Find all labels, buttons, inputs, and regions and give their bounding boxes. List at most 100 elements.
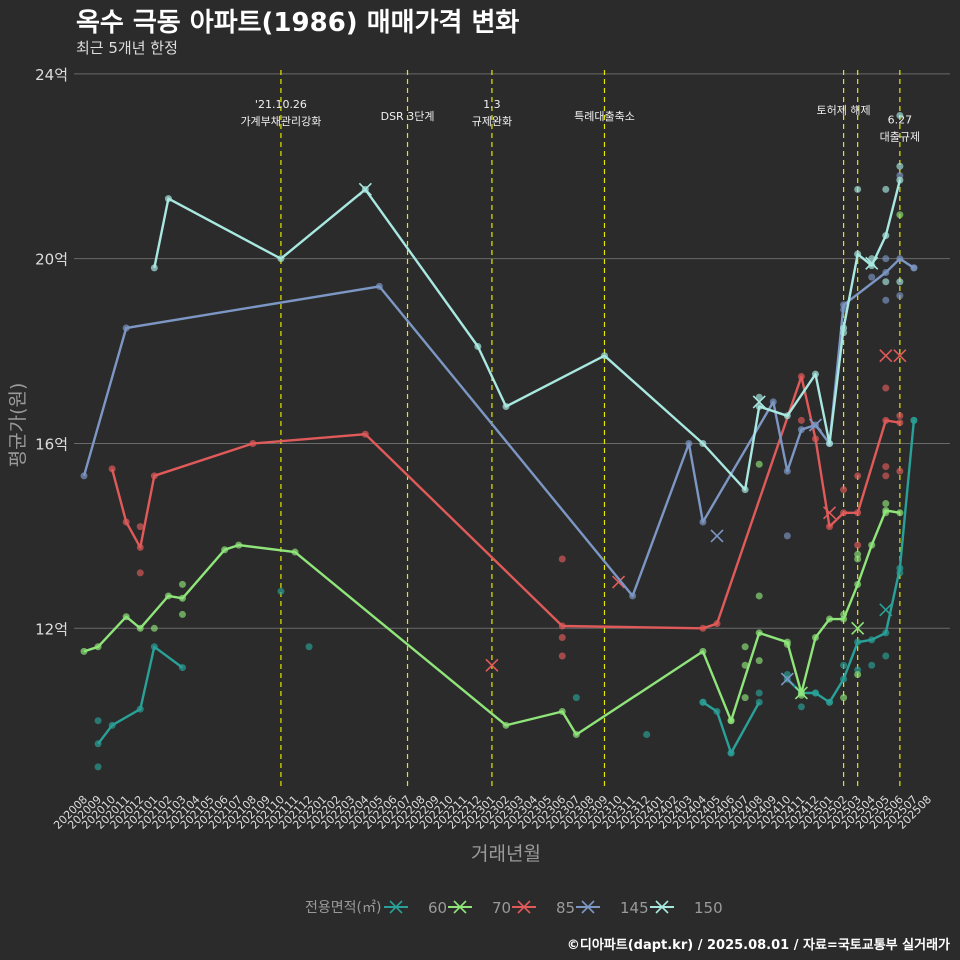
grid-lines — [74, 73, 950, 629]
data-point-70 — [755, 657, 763, 665]
event-label: 규제완화 — [472, 115, 512, 128]
data-point-70 — [882, 509, 890, 517]
data-point-145 — [840, 305, 848, 313]
data-point-145 — [80, 472, 88, 480]
data-point-70 — [502, 721, 510, 729]
series-line-60 — [97, 645, 184, 745]
event-label: 6.27 — [888, 114, 913, 127]
data-point-150 — [811, 370, 819, 378]
data-point-150 — [840, 329, 848, 337]
legend-key-cross — [453, 900, 467, 914]
data-point-150 — [783, 412, 791, 420]
data-point-70 — [164, 592, 172, 600]
data-point-150 — [600, 352, 608, 360]
event-label: 특례대출축소 — [574, 110, 635, 123]
series-layer — [80, 111, 918, 771]
series-70 — [80, 211, 904, 739]
data-point-60 — [305, 643, 313, 651]
data-point-85 — [882, 416, 890, 424]
series-145 — [80, 172, 918, 686]
data-point-60 — [755, 689, 763, 697]
legend-key-cross — [655, 900, 669, 914]
data-point-60 — [882, 652, 890, 660]
data-point-60 — [840, 675, 848, 683]
data-point-70 — [868, 541, 876, 549]
data-point-85 — [854, 472, 862, 480]
data-point-85 — [713, 620, 721, 628]
data-point-145 — [769, 398, 777, 406]
data-point-85 — [882, 384, 890, 392]
data-point-150 — [882, 278, 890, 286]
data-point-145 — [783, 532, 791, 540]
data-point-150 — [474, 342, 482, 350]
cross-marker-70 — [851, 621, 865, 635]
data-point-70 — [572, 731, 580, 739]
data-point-85 — [826, 523, 834, 531]
data-point-85 — [558, 622, 566, 630]
series-150 — [150, 111, 904, 494]
data-point-60 — [572, 694, 580, 702]
data-point-85 — [108, 465, 116, 473]
cross-marker-85 — [485, 658, 499, 672]
data-point-60 — [811, 689, 819, 697]
data-point-60 — [150, 643, 158, 651]
series-60 — [94, 416, 918, 771]
data-point-85 — [558, 652, 566, 660]
data-point-60 — [868, 661, 876, 669]
legend-item-label: 70 — [492, 899, 511, 917]
data-point-85 — [840, 486, 848, 494]
data-point-70 — [178, 610, 186, 618]
data-point-85 — [896, 467, 904, 475]
data-point-145 — [868, 273, 876, 281]
axes-layer: 12억16억20억24억2020082020092020102020112020… — [7, 66, 934, 865]
data-point-70 — [136, 624, 144, 632]
data-point-70 — [122, 613, 130, 621]
data-point-85 — [136, 523, 144, 531]
legend-item-label: 85 — [556, 899, 575, 917]
legend-item-label: 145 — [620, 899, 649, 917]
data-point-85 — [136, 569, 144, 577]
data-point-150 — [150, 264, 158, 272]
data-point-70 — [727, 717, 735, 725]
data-point-85 — [558, 634, 566, 642]
legend-key-cross — [581, 900, 595, 914]
data-point-60 — [94, 740, 102, 748]
data-point-85 — [122, 518, 130, 526]
data-point-85 — [699, 624, 707, 632]
data-point-150 — [868, 262, 876, 270]
data-point-150 — [164, 195, 172, 203]
data-point-150 — [826, 439, 834, 447]
data-point-60 — [94, 763, 102, 771]
data-point-60 — [910, 416, 918, 424]
data-point-145 — [882, 269, 890, 277]
legend-key-cross — [517, 900, 531, 914]
data-point-70 — [741, 661, 749, 669]
data-point-85 — [361, 430, 369, 438]
data-point-85 — [797, 416, 805, 424]
data-point-150 — [896, 111, 904, 119]
data-point-85 — [840, 509, 848, 517]
y-tick-label: 16억 — [35, 435, 68, 453]
cross-marker-85 — [822, 506, 837, 520]
legend-title: 전용면적(㎡) — [305, 900, 381, 916]
data-point-70 — [699, 647, 707, 655]
data-point-60 — [699, 698, 707, 706]
event-label: 가계부채관리강화 — [240, 115, 321, 128]
data-point-60 — [713, 707, 721, 715]
x-axis-title: 거래년월 — [471, 843, 541, 865]
data-point-85 — [558, 555, 566, 563]
legend-item-label: 60 — [428, 899, 447, 917]
data-point-70 — [896, 211, 904, 219]
data-point-150 — [896, 278, 904, 286]
source-footer: ©디아파트(dapt.kr) / 2025.08.01 / 자료=국토교통부 실… — [566, 938, 950, 953]
data-point-70 — [94, 643, 102, 651]
series-85 — [108, 349, 907, 672]
data-point-70 — [840, 694, 848, 702]
data-point-70 — [178, 594, 186, 602]
data-point-150 — [882, 185, 890, 193]
cross-marker-150 — [865, 256, 879, 270]
data-point-70 — [826, 615, 834, 623]
data-point-145 — [896, 255, 904, 263]
data-point-70 — [755, 592, 763, 600]
data-point-60 — [868, 636, 876, 644]
